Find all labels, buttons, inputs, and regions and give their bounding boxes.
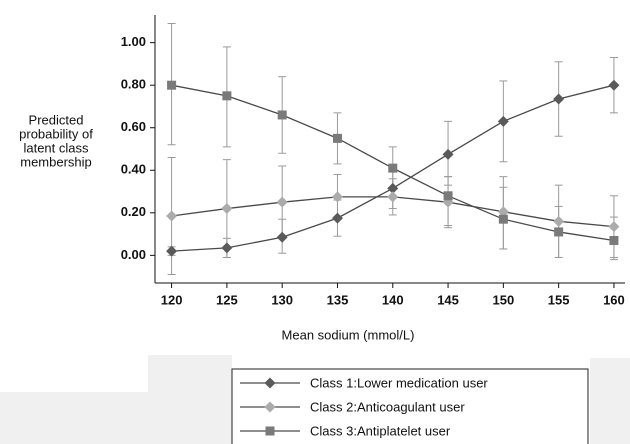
y-tick-label: 0.40	[121, 162, 146, 177]
marker	[331, 191, 343, 203]
marker	[166, 245, 178, 257]
legend-marker	[264, 401, 276, 413]
y-axis-label: probability of	[19, 126, 93, 141]
legend-label: Class 3:Antiplatelet user	[310, 423, 451, 438]
marker	[331, 212, 343, 224]
x-tick-label: 135	[327, 292, 349, 307]
marker	[166, 210, 178, 222]
y-axis-label: Predicted	[29, 112, 84, 127]
legend-marker	[264, 377, 276, 389]
x-tick-label: 155	[548, 292, 570, 307]
marker	[609, 235, 619, 245]
background-block	[590, 358, 630, 444]
marker	[388, 163, 398, 173]
marker	[276, 196, 288, 208]
y-axis-label: membership	[20, 154, 92, 169]
marker	[497, 206, 509, 218]
y-tick-label: 0.80	[121, 77, 146, 92]
marker	[387, 191, 399, 203]
x-tick-label: 160	[603, 292, 625, 307]
x-tick-label: 150	[493, 292, 515, 307]
y-axis-label: latent class	[23, 140, 89, 155]
marker	[221, 203, 233, 215]
marker	[553, 215, 565, 227]
marker	[553, 93, 565, 105]
background-block	[148, 355, 232, 392]
y-tick-label: 0.00	[121, 247, 146, 262]
background-block	[0, 392, 232, 444]
x-axis-label: Mean sodium (mmol/L)	[282, 327, 415, 342]
x-tick-label: 140	[382, 292, 404, 307]
y-tick-label: 1.00	[121, 34, 146, 49]
x-tick-label: 125	[216, 292, 238, 307]
marker	[442, 148, 454, 160]
marker	[608, 79, 620, 91]
marker	[387, 182, 399, 194]
marker	[497, 115, 509, 127]
marker	[167, 80, 177, 90]
y-tick-label: 0.60	[121, 119, 146, 134]
marker	[332, 133, 342, 143]
marker	[276, 231, 288, 243]
legend-label: Class 1:Lower medication user	[310, 375, 488, 390]
marker	[498, 214, 508, 224]
y-tick-label: 0.20	[121, 204, 146, 219]
legend-marker	[265, 426, 275, 436]
marker	[277, 110, 287, 120]
marker	[554, 227, 564, 237]
x-tick-label: 145	[437, 292, 459, 307]
marker	[221, 242, 233, 254]
marker	[608, 221, 620, 233]
marker	[222, 91, 232, 101]
marker	[443, 191, 453, 201]
legend-label: Class 2:Anticoagulant user	[310, 399, 465, 414]
x-tick-label: 120	[161, 292, 183, 307]
x-tick-label: 130	[271, 292, 293, 307]
